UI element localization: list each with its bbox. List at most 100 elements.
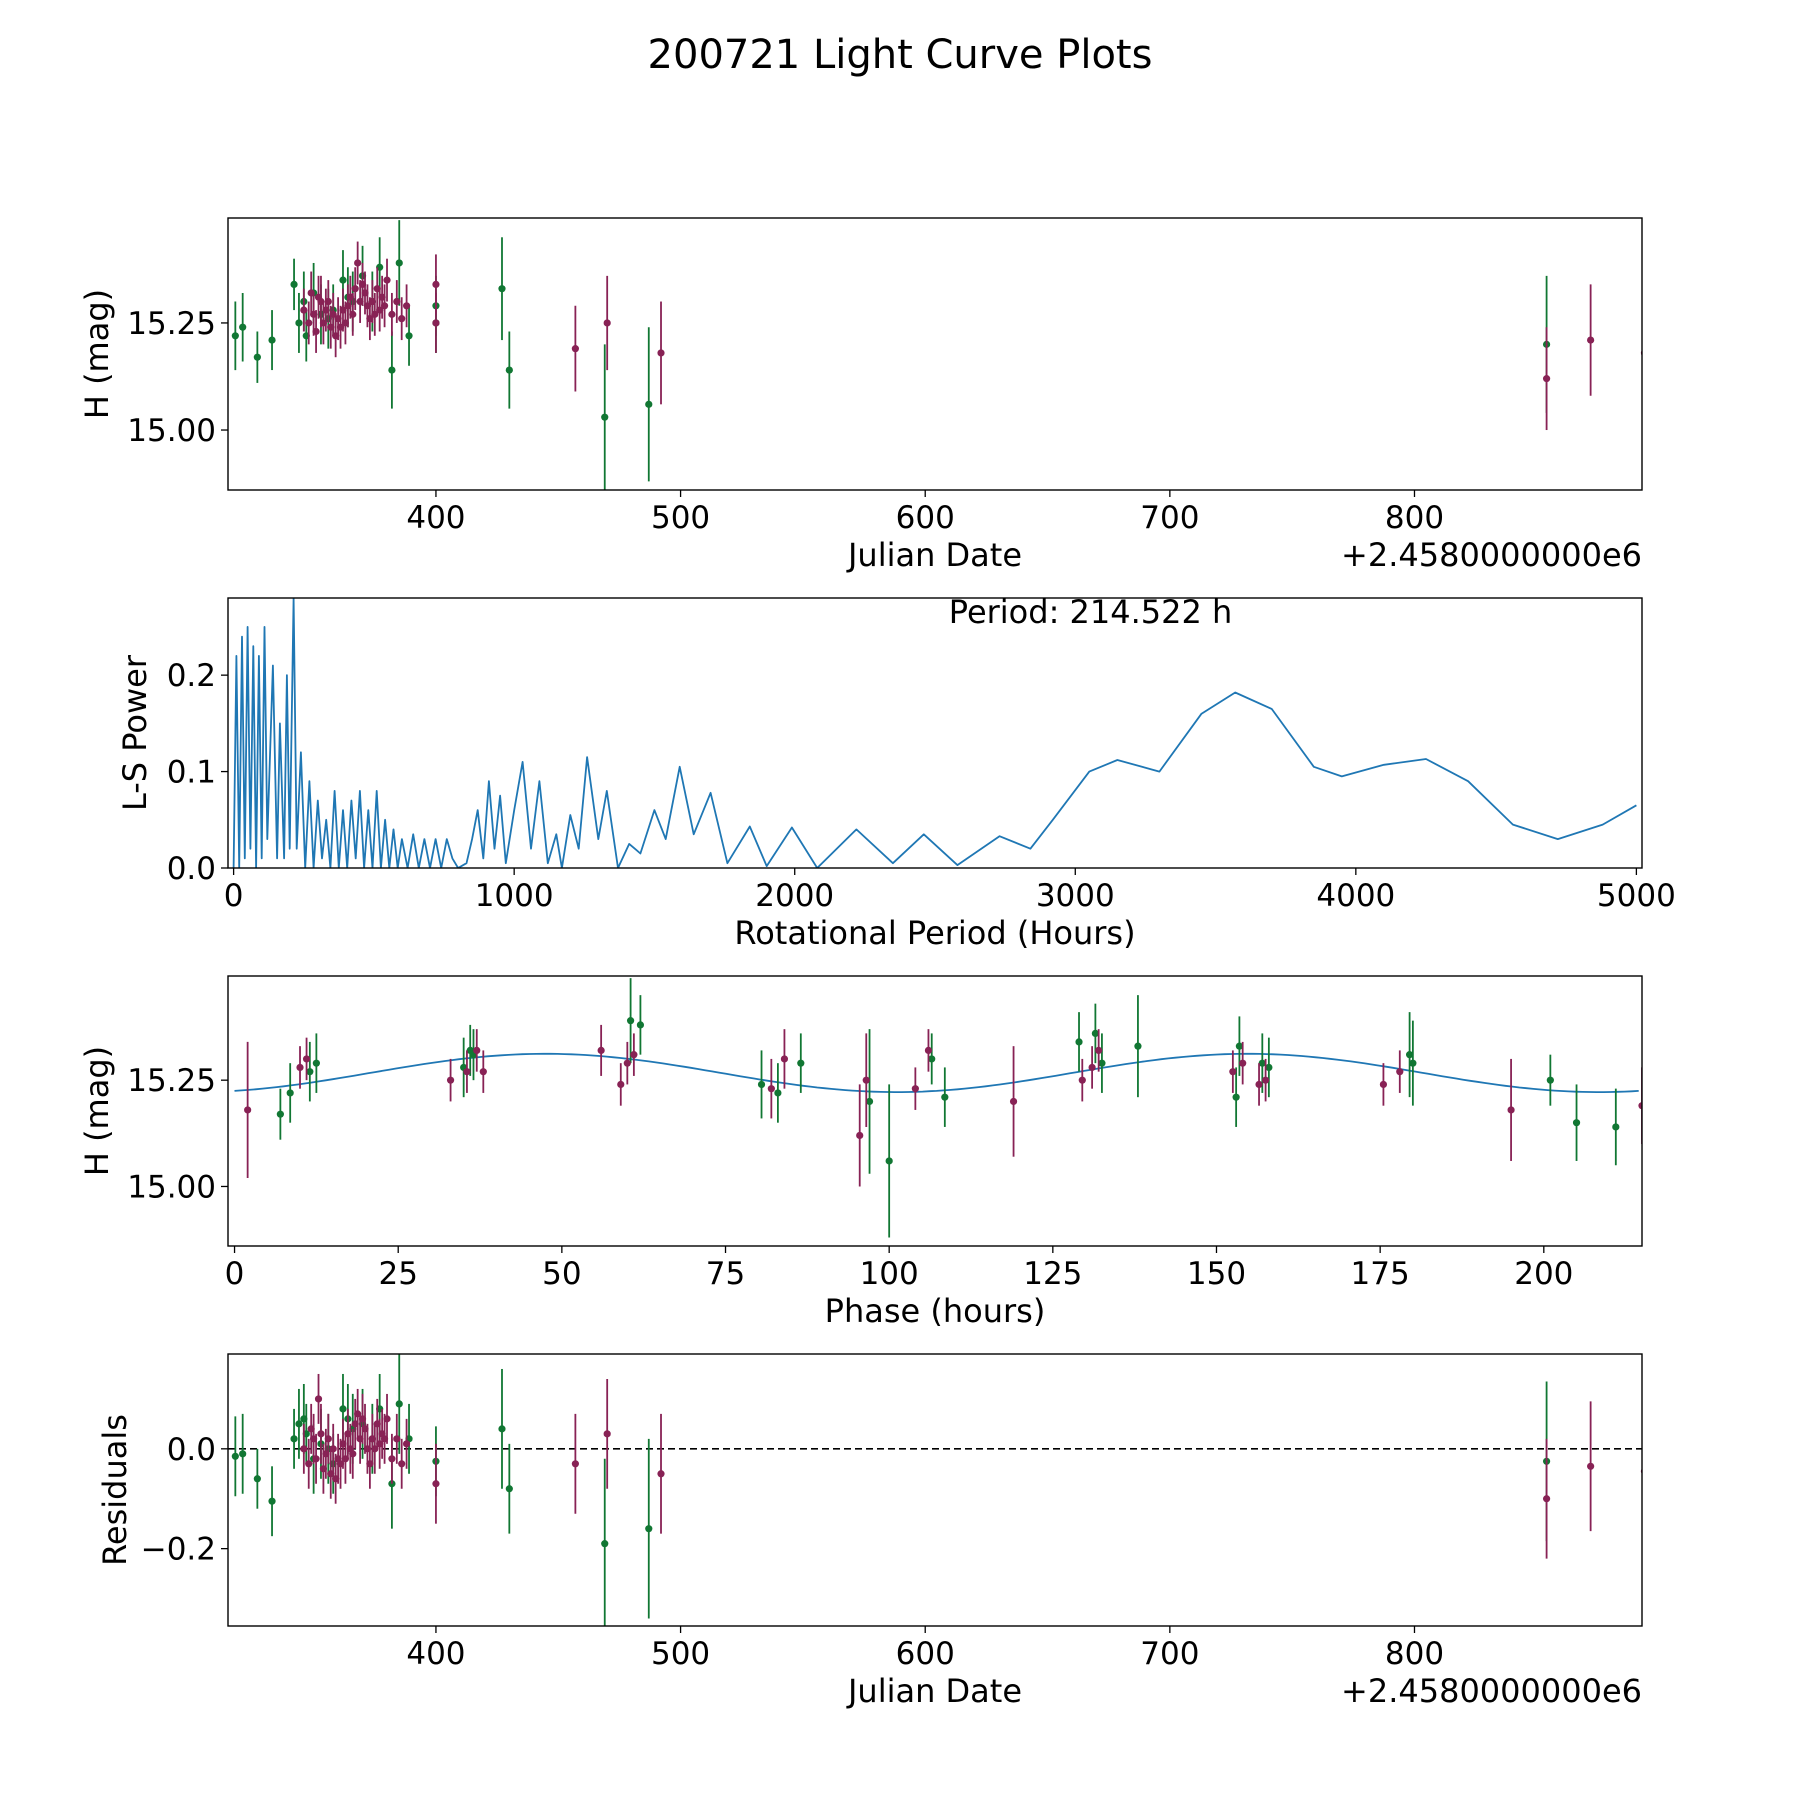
panel-lightcurve: 400 500 600 700 800 15.00 15.25 Julian Date H (m… (78, 217, 1643, 574)
data-point (329, 1445, 337, 1453)
y-tick-label: 0.1 (167, 755, 216, 791)
data-point (498, 1425, 506, 1433)
data-point (1232, 1093, 1240, 1101)
x-axis-label: Julian Date (846, 536, 1022, 574)
x-tick-label: 125 (1023, 1256, 1082, 1292)
data-point (393, 297, 401, 306)
data-point (290, 280, 298, 288)
axes-frame (227, 975, 1643, 1247)
data-point (601, 1540, 609, 1548)
period-annotation: Period: 214.522 h (949, 593, 1233, 631)
series-magenta (300, 241, 1642, 431)
data-point (295, 1420, 303, 1428)
data-point (780, 1055, 789, 1063)
data-point (498, 285, 506, 293)
data-point (1239, 1059, 1247, 1067)
axes-frame (227, 1353, 1643, 1627)
y-axis-label: H (mag) (78, 1046, 116, 1176)
series-green (276, 978, 1620, 1238)
data-point (630, 1051, 638, 1059)
x-tick-label: 150 (1187, 1256, 1246, 1292)
axes-frame (227, 597, 1643, 869)
data-point (302, 1055, 311, 1063)
data-point (774, 1089, 782, 1097)
data-point (911, 1085, 919, 1093)
y-tick-label: 15.00 (127, 1169, 216, 1205)
data-point (371, 310, 379, 318)
y-axis-label: L-S Power (116, 654, 154, 811)
data-point (244, 1106, 252, 1114)
x-tick-label: 800 (1385, 1636, 1444, 1672)
data-point (1229, 1068, 1237, 1076)
data-point (398, 1460, 406, 1468)
data-point (1587, 336, 1595, 344)
data-point (479, 1068, 487, 1076)
data-point (645, 400, 653, 408)
data-point (324, 297, 332, 306)
y-tick-label: 0.2 (167, 658, 216, 694)
data-point (941, 1093, 949, 1101)
data-point (349, 310, 357, 318)
y-tick-label: −0.2 (141, 1532, 216, 1568)
x-tick-label: 3000 (1036, 878, 1115, 914)
x-tick-label: 0 (225, 1256, 245, 1292)
x-tick-label: 800 (1385, 500, 1444, 536)
data-point (928, 1055, 936, 1063)
data-point (1507, 1106, 1515, 1114)
data-point (312, 1059, 320, 1067)
data-point (885, 1157, 893, 1165)
x-tick-label: 25 (378, 1256, 417, 1292)
data-point (432, 280, 440, 288)
data-point (306, 1068, 314, 1076)
x-tick-label: 75 (706, 1256, 745, 1292)
data-point (571, 1460, 579, 1468)
data-point (388, 310, 396, 318)
data-point (300, 306, 308, 314)
x-tick-label: 700 (1140, 1636, 1199, 1672)
axes-frame (227, 217, 1643, 491)
data-point (402, 1440, 411, 1448)
data-point (432, 319, 440, 327)
x-tick-label: 0 (224, 878, 244, 914)
data-point (312, 1455, 320, 1463)
data-point (446, 1076, 455, 1084)
x-tick-label: 400 (406, 1636, 465, 1672)
data-point (395, 1400, 403, 1408)
series-magenta (244, 1024, 1642, 1187)
data-point (1095, 1046, 1103, 1055)
data-point (402, 302, 411, 310)
data-point (1542, 375, 1551, 383)
panel-periodogram: 0 1000 2000 3000 4000 5000 0.0 0.1 0.2 Rotational… (116, 593, 1676, 952)
data-point (1542, 1495, 1551, 1503)
data-point (1265, 1063, 1273, 1072)
data-point (1098, 1059, 1106, 1067)
data-point (617, 1080, 625, 1089)
data-point (657, 349, 665, 357)
data-point (1078, 1076, 1086, 1084)
data-point (1258, 1059, 1266, 1067)
y-axis-label: H (mag) (78, 289, 116, 419)
x-tick-label: 175 (1351, 1256, 1410, 1292)
data-point (231, 332, 239, 340)
data-point (1396, 1068, 1404, 1076)
x-tick-label: 700 (1140, 500, 1199, 536)
data-point (645, 1525, 653, 1533)
x-axis-label: Julian Date (846, 1672, 1022, 1710)
data-point (295, 319, 303, 327)
data-point (1546, 1076, 1554, 1084)
periodogram-line (232, 598, 1637, 868)
data-point (505, 1485, 513, 1493)
data-point (1572, 1119, 1581, 1127)
data-point (1091, 1029, 1099, 1038)
data-point (1638, 1102, 1642, 1110)
data-point (314, 1395, 323, 1403)
data-point (865, 1097, 874, 1106)
data-point (231, 1452, 239, 1460)
data-point (797, 1059, 805, 1067)
figure-title: 200721 Light Curve Plots (648, 32, 1153, 78)
data-point (473, 1046, 481, 1055)
data-point (603, 319, 611, 327)
data-point (597, 1046, 605, 1055)
data-point (296, 1063, 304, 1072)
